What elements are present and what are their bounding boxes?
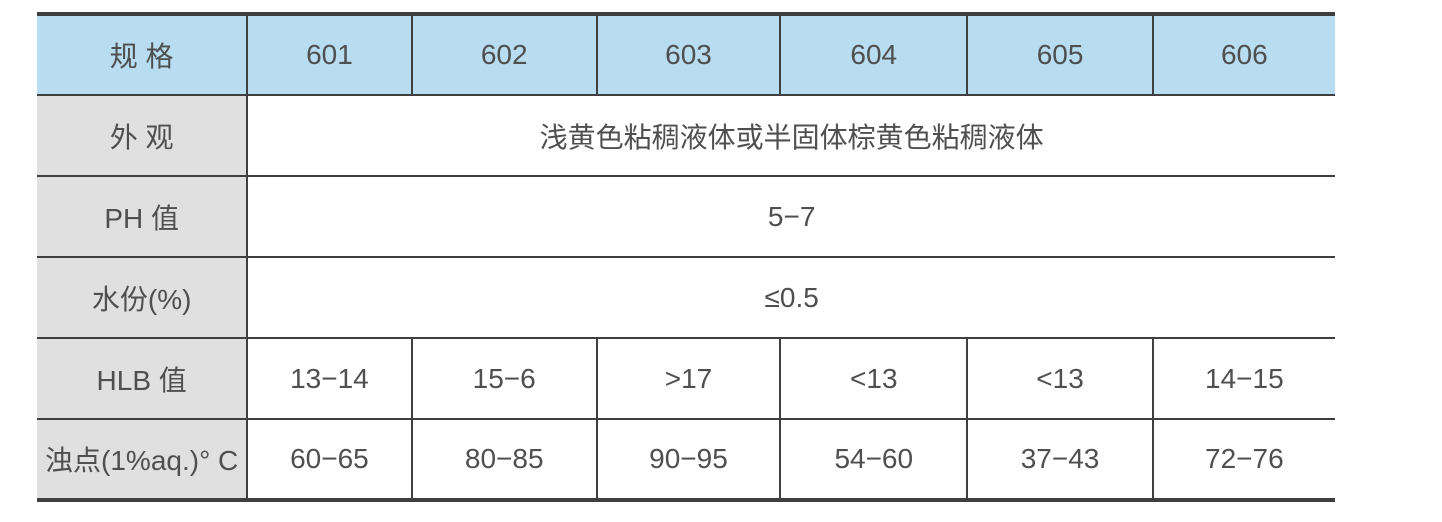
cell-hlb-601: 13−14	[246, 337, 413, 420]
row-label-ph: PH 值	[37, 175, 249, 258]
cell-hlb-605: <13	[966, 337, 1154, 420]
cell-cloudpoint-606: 72−76	[1151, 418, 1335, 501]
table-header: 规 格 601 602 603 604 605 606	[37, 13, 1335, 96]
row-label-appearance: 外 观	[37, 94, 249, 177]
header-cell-606: 606	[1151, 13, 1335, 96]
cell-appearance-value: 浅黄色粘稠液体或半固体棕黄色粘稠液体	[246, 94, 1335, 177]
cell-ph-value: 5−7	[246, 175, 1335, 258]
cell-hlb-604: <13	[779, 337, 969, 420]
row-label-hlb: HLB 值	[37, 337, 249, 420]
row-label-moisture: 水份(%)	[37, 256, 249, 339]
cell-hlb-606: 14−15	[1151, 337, 1335, 420]
table-row-cloudpoint: 浊点(1%aq.)° C 60−65 80−85 90−95 54−60 37−…	[37, 418, 1335, 501]
cell-cloudpoint-603: 90−95	[595, 418, 782, 501]
header-row: 规 格 601 602 603 604 605 606	[37, 13, 1335, 96]
header-cell-605: 605	[966, 13, 1154, 96]
header-cell-spec-label: 规 格	[37, 13, 249, 96]
cell-cloudpoint-602: 80−85	[410, 418, 598, 501]
cell-hlb-603: >17	[595, 337, 782, 420]
cell-cloudpoint-605: 37−43	[966, 418, 1154, 501]
spec-table: 规 格 601 602 603 604 605 606 外 观 浅黄色粘稠液体或…	[37, 12, 1335, 502]
header-cell-604: 604	[779, 13, 969, 96]
cell-cloudpoint-604: 54−60	[779, 418, 969, 501]
row-label-cloudpoint: 浊点(1%aq.)° C	[37, 418, 249, 501]
table-row-ph: PH 值 5−7	[37, 175, 1335, 258]
table-row-appearance: 外 观 浅黄色粘稠液体或半固体棕黄色粘稠液体	[37, 94, 1335, 177]
page: 规 格 601 602 603 604 605 606 外 观 浅黄色粘稠液体或…	[37, 12, 1335, 502]
header-cell-602: 602	[410, 13, 598, 96]
table-body: 外 观 浅黄色粘稠液体或半固体棕黄色粘稠液体 PH 值 5−7 水份(%) ≤0…	[37, 94, 1335, 501]
header-cell-603: 603	[595, 13, 782, 96]
header-cell-601: 601	[246, 13, 413, 96]
cell-cloudpoint-601: 60−65	[246, 418, 413, 501]
table-row-hlb: HLB 值 13−14 15−6 >17 <13 <13 14−15	[37, 337, 1335, 420]
cell-hlb-602: 15−6	[410, 337, 598, 420]
table-row-moisture: 水份(%) ≤0.5	[37, 256, 1335, 339]
cell-moisture-value: ≤0.5	[246, 256, 1335, 339]
